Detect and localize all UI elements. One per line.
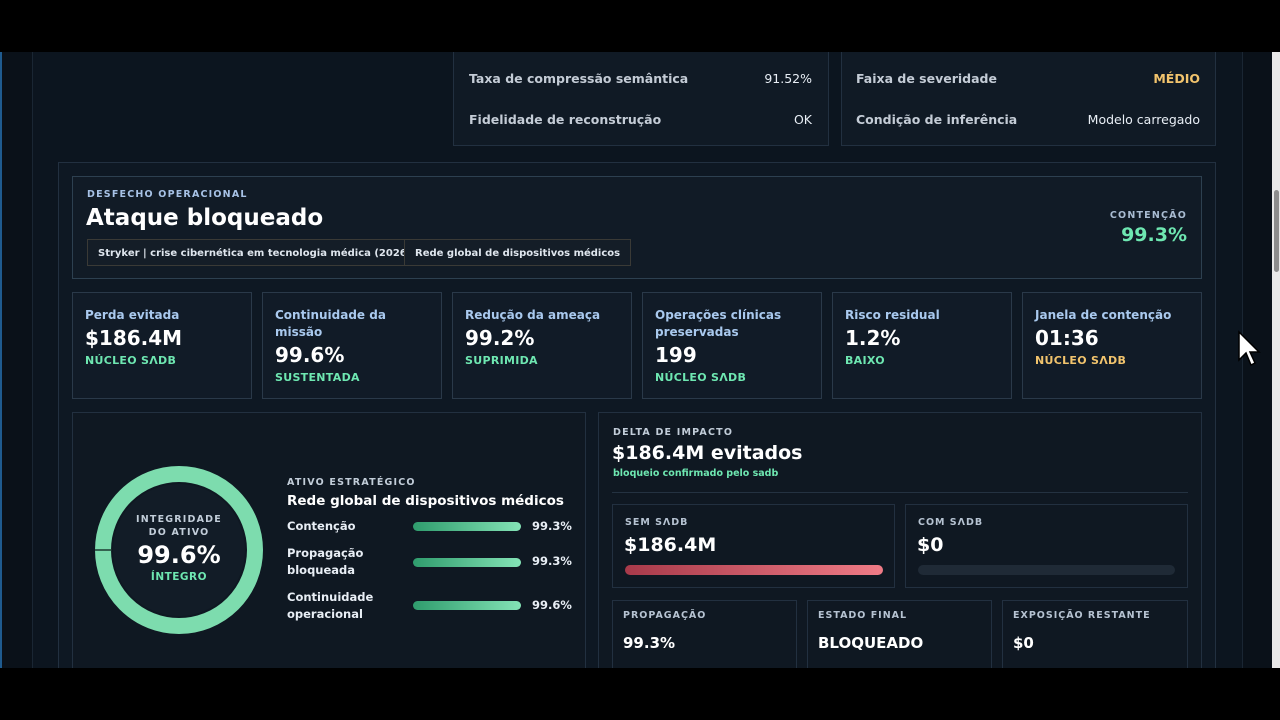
scrollbar-thumb[interactable]: [1274, 190, 1279, 272]
metric-label: Propagação bloqueada: [287, 546, 364, 577]
kpi-card: Janela de contenção 01:36 NÚCLEO SΛDB: [1022, 292, 1202, 399]
eyebrow: DESFECHO OPERACIONAL: [87, 189, 248, 200]
kpi-label: Continuidade da missão: [275, 308, 386, 339]
mouse-cursor: [1238, 330, 1261, 367]
gauge-status: ÍNTEGRO: [150, 571, 208, 583]
kpi-label: Perda evitada: [85, 308, 180, 322]
row-label: Faixa de severidade: [856, 71, 997, 86]
compare-label: COM SΛDB: [918, 517, 984, 528]
stat-value: BLOQUEADO: [818, 634, 924, 652]
kpi-card: Continuidade da missão 99.6% SUSTENTADA: [262, 292, 442, 399]
kpi-value: 99.6%: [275, 343, 345, 367]
summary-card: [453, 52, 829, 146]
compare-value: $186.4M: [624, 534, 717, 556]
stat-label: EXPOSIÇÃO RESTANTE: [1013, 610, 1151, 621]
metric-bar: [413, 601, 521, 610]
metric-value: 99.3%: [532, 519, 572, 533]
row-value: Modelo carregado: [1087, 112, 1200, 127]
kpi-label: Redução da ameaça: [465, 308, 601, 322]
row-value: OK: [793, 112, 812, 127]
compare-label: SEM SΛDB: [625, 517, 689, 528]
metric-bar: [413, 522, 521, 531]
impact-note: bloqueio confirmado pelo sadb: [613, 468, 779, 479]
containment-value: 99.3%: [1121, 224, 1187, 246]
kpi-status: SUPRIMIDA: [465, 354, 538, 367]
row-label: Fidelidade de reconstrução: [469, 112, 662, 127]
metric-label: Continuidade operacional: [287, 590, 374, 621]
kpi-status: SUSTENTADA: [275, 371, 360, 384]
kpi-value: 99.2%: [465, 326, 535, 350]
eyebrow: DELTA DE IMPACTO: [613, 427, 734, 438]
metric-bar: [413, 558, 521, 567]
loss-bar: [625, 565, 883, 575]
divider: [612, 492, 1188, 493]
stat-value: 99.3%: [623, 634, 676, 652]
kpi-card: Risco residual 1.2% BAIXO: [832, 292, 1012, 399]
scrollbar-track[interactable]: [1272, 52, 1280, 668]
kpi-value: $186.4M: [85, 326, 183, 350]
kpi-status: NÚCLEO SΛDB: [85, 354, 177, 367]
loss-bar-track: [918, 565, 1175, 575]
eyebrow: ATIVO ESTRATÉGICO: [287, 477, 416, 488]
row-label: Taxa de compressão semântica: [469, 71, 689, 86]
containment-label: CONTENÇÃO: [1109, 210, 1187, 221]
stat-value: $0: [1013, 634, 1034, 652]
stat-box: [1002, 600, 1188, 668]
kpi-card: Perda evitada $186.4M NÚCLEO SΛDB: [72, 292, 252, 399]
kpi-card: Operações clínicas preservadas 199 NÚCLE…: [642, 292, 822, 399]
metric-label: Contenção: [287, 519, 356, 533]
stat-box: [612, 600, 797, 668]
compare-value: $0: [917, 534, 944, 556]
impact-headline: $186.4M evitados: [612, 442, 803, 464]
kpi-status: NÚCLEO SΛDB: [1035, 354, 1127, 367]
viewport: Taxa de compressão semântica 91.52% Fide…: [0, 52, 1280, 668]
tag: Rede global de dispositivos médicos: [404, 239, 632, 266]
metric-value: 99.6%: [532, 598, 572, 612]
row-label: Condição de inferência: [856, 112, 1018, 127]
gauge-value: 99.6%: [137, 541, 221, 569]
stat-label: PROPAGAÇÃO: [623, 610, 707, 621]
tag: Stryker | crise cibernética em tecnologi…: [87, 239, 423, 266]
kpi-status: BAIXO: [845, 354, 885, 367]
kpi-value: 1.2%: [845, 326, 901, 350]
gauge-label: INTEGRIDADE DO ATIVO: [136, 514, 222, 538]
outcome-title: Ataque bloqueado: [86, 205, 324, 231]
gauge: [95, 466, 263, 634]
kpi-label: Risco residual: [845, 308, 940, 322]
gauge-core: [113, 484, 245, 616]
kpi-status: NÚCLEO SΛDB: [655, 371, 747, 384]
kpi-value: 199: [655, 343, 697, 367]
window-edge: [0, 52, 2, 668]
row-value: MÉDIO: [1153, 71, 1200, 86]
asset-name: Rede global de dispositivos médicos: [287, 493, 564, 509]
stat-box: [807, 600, 992, 668]
kpi-label: Janela de contenção: [1035, 308, 1172, 322]
stat-label: ESTADO FINAL: [818, 610, 908, 621]
metric-value: 99.3%: [532, 554, 572, 568]
kpi-card: Redução da ameaça 99.2% SUPRIMIDA: [452, 292, 632, 399]
kpi-value: 01:36: [1035, 326, 1099, 350]
cursor-arrow: [1238, 330, 1261, 367]
row-value: 91.52%: [764, 71, 812, 86]
summary-card: [841, 52, 1216, 146]
kpi-label: Operações clínicas preservadas: [655, 308, 782, 339]
